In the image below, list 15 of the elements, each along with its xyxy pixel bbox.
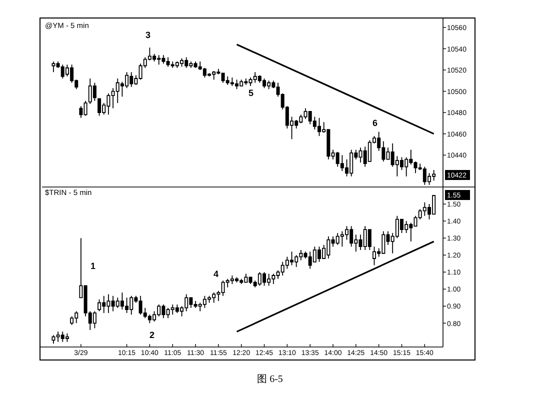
caption: 图 6-5 bbox=[257, 374, 283, 385]
candlestick bbox=[65, 332, 69, 342]
annotation: 5 bbox=[248, 88, 254, 98]
annotation: 1 bbox=[90, 261, 96, 271]
annotation: 6 bbox=[372, 118, 378, 128]
annotation: 4 bbox=[213, 269, 219, 279]
candlestick bbox=[70, 316, 74, 326]
candlestick bbox=[372, 246, 376, 266]
candlestick bbox=[98, 298, 102, 312]
candlestick bbox=[368, 229, 372, 250]
candlestick bbox=[92, 310, 96, 329]
candlestick bbox=[92, 82, 96, 102]
annotation: 3 bbox=[145, 30, 151, 40]
candlestick bbox=[98, 98, 102, 116]
annotation: 2 bbox=[149, 330, 155, 340]
